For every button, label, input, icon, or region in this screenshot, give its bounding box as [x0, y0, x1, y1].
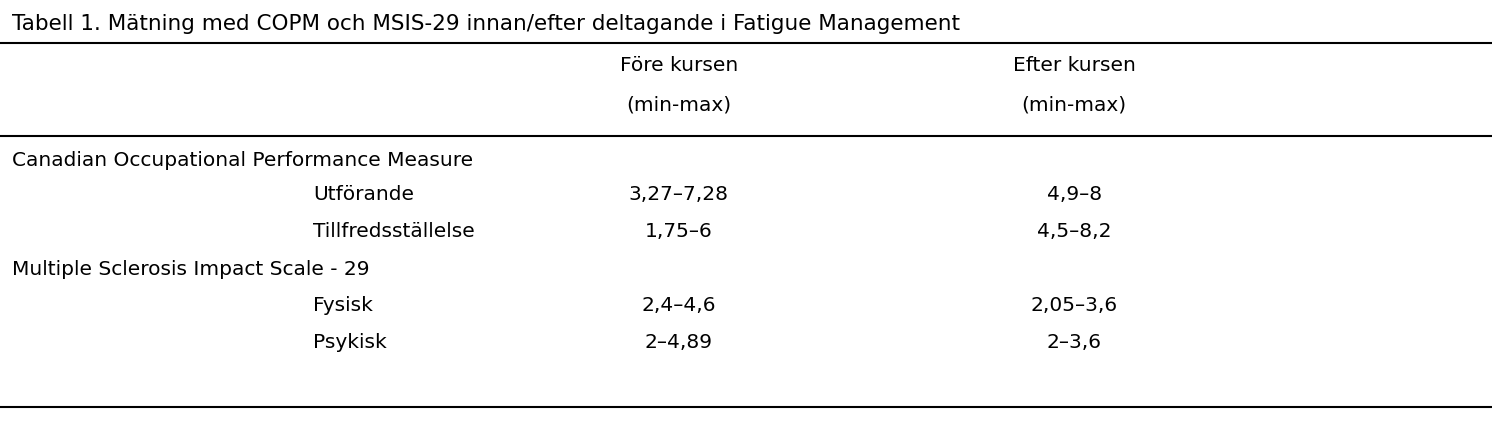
Text: (min-max): (min-max)	[1022, 96, 1126, 115]
Text: Canadian Occupational Performance Measure: Canadian Occupational Performance Measur…	[12, 151, 473, 170]
Text: (min-max): (min-max)	[627, 96, 731, 115]
Text: Tillfredsställelse: Tillfredsställelse	[313, 222, 474, 242]
Text: 1,75–6: 1,75–6	[645, 222, 713, 242]
Text: 3,27–7,28: 3,27–7,28	[628, 185, 730, 204]
Text: 2,05–3,6: 2,05–3,6	[1031, 296, 1118, 315]
Text: 4,5–8,2: 4,5–8,2	[1037, 222, 1112, 242]
Text: Fysisk: Fysisk	[313, 296, 373, 315]
Text: 2,4–4,6: 2,4–4,6	[642, 296, 716, 315]
Text: Psykisk: Psykisk	[313, 333, 386, 352]
Text: Tabell 1. Mätning med COPM och MSIS-29 innan/efter deltagande i Fatigue Manageme: Tabell 1. Mätning med COPM och MSIS-29 i…	[12, 14, 959, 34]
Text: 4,9–8: 4,9–8	[1047, 185, 1101, 204]
Text: Före kursen: Före kursen	[619, 56, 739, 75]
Text: Multiple Sclerosis Impact Scale - 29: Multiple Sclerosis Impact Scale - 29	[12, 260, 370, 279]
Text: 2–3,6: 2–3,6	[1047, 333, 1101, 352]
Text: Utförande: Utförande	[313, 185, 415, 204]
Text: Efter kursen: Efter kursen	[1013, 56, 1135, 75]
Text: 2–4,89: 2–4,89	[645, 333, 713, 352]
